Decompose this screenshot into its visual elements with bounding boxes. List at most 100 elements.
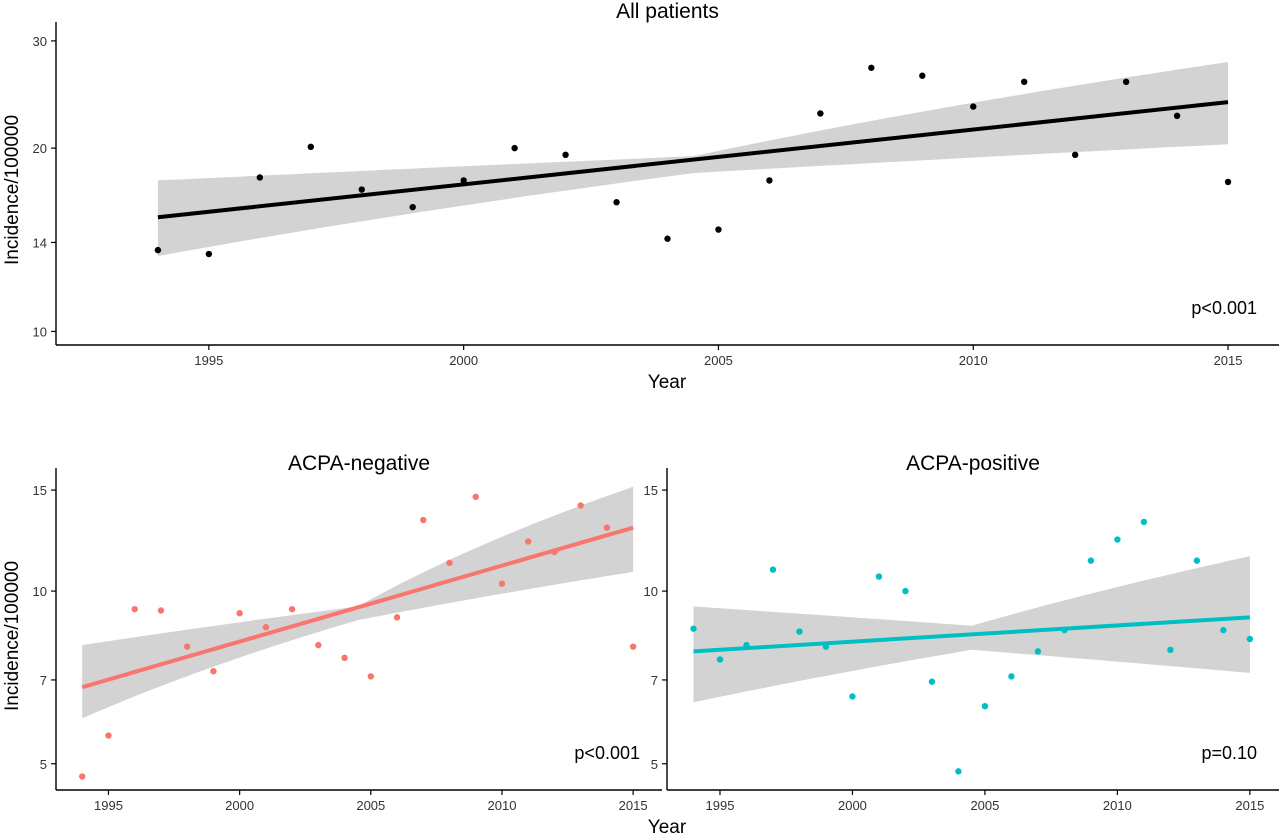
- y-tick-label: 10: [33, 324, 47, 339]
- panel-title: ACPA-positive: [906, 452, 1040, 475]
- data-point: [446, 559, 453, 567]
- p-value-annotation: p<0.001: [1191, 298, 1257, 318]
- data-point: [769, 566, 777, 573]
- data-point: [511, 144, 518, 152]
- data-point: [460, 177, 467, 184]
- data-point: [472, 493, 479, 501]
- data-point: [1061, 626, 1068, 634]
- confidence-band: [82, 486, 634, 719]
- x-tick-label: 1995: [194, 353, 223, 368]
- x-tick-label: 2010: [488, 798, 517, 813]
- data-point: [551, 548, 558, 556]
- x-tick-label: 2000: [449, 353, 478, 368]
- data-point: [1246, 635, 1254, 643]
- data-point: [796, 628, 803, 635]
- data-point: [875, 573, 883, 580]
- y-tick-label: 14: [33, 235, 47, 250]
- data-point: [1021, 78, 1028, 86]
- x-tick-label: 1995: [94, 798, 123, 813]
- x-tick-label: 2005: [704, 353, 733, 368]
- data-point: [210, 667, 217, 675]
- data-point: [393, 614, 401, 621]
- data-point: [315, 641, 322, 649]
- data-point: [577, 502, 584, 509]
- data-point: [1034, 648, 1042, 655]
- y-tick-label: 5: [651, 757, 658, 772]
- data-point: [256, 174, 264, 181]
- data-point: [1224, 178, 1232, 186]
- data-point: [183, 643, 191, 650]
- data-point: [981, 702, 989, 710]
- data-point: [1087, 557, 1095, 564]
- bottom-y-axis-title: Incidence/100000: [2, 561, 23, 711]
- data-point: [409, 203, 416, 211]
- x-tick-label: 1995: [706, 798, 735, 813]
- p-value-annotation: p=0.10: [1201, 743, 1257, 763]
- trend-line: [693, 615, 1250, 654]
- y-tick-label: 30: [33, 34, 47, 49]
- data-point: [262, 624, 270, 631]
- top-x-axis-title: Year: [648, 372, 687, 393]
- data-point: [1167, 646, 1174, 654]
- data-point: [131, 605, 138, 613]
- x-tick-label: 2005: [970, 798, 999, 813]
- data-point: [341, 654, 348, 662]
- x-tick-label: 2005: [356, 798, 385, 813]
- data-point: [288, 605, 296, 613]
- trend-line: [157, 100, 1229, 220]
- data-point: [1114, 536, 1121, 543]
- data-point: [715, 226, 722, 233]
- data-point: [236, 610, 243, 617]
- data-point: [629, 643, 637, 650]
- data-point: [1220, 626, 1227, 634]
- data-point: [358, 186, 365, 193]
- data-point: [1071, 151, 1079, 159]
- data-point: [955, 768, 962, 775]
- data-point: [79, 773, 86, 780]
- data-point: [613, 199, 620, 206]
- chart-panel-3: 5 7 10 15 1995 2000 2005 2010 2015 ACPA-positive p…: [644, 452, 1279, 813]
- data-point: [1140, 518, 1148, 526]
- trend-line: [81, 525, 634, 690]
- y-tick-label: 10: [33, 584, 47, 599]
- data-point: [157, 607, 165, 614]
- y-tick-label: 15: [33, 483, 47, 498]
- data-point: [1193, 557, 1201, 564]
- data-point: [205, 250, 213, 258]
- data-point: [498, 580, 506, 587]
- chart-panel-1: 10 14 20 30 1995 2000 2005 2010 2015 All patients…: [33, 0, 1279, 368]
- data-point: [766, 177, 773, 184]
- data-point: [822, 643, 830, 650]
- data-point: [716, 656, 724, 663]
- top-y-axis-title: Incidence/100000: [2, 115, 23, 265]
- data-point: [690, 625, 697, 632]
- data-point: [817, 110, 824, 117]
- y-tick-label: 15: [644, 483, 658, 498]
- y-tick-label: 7: [651, 673, 658, 688]
- bottom-x-axis-title: Year: [648, 817, 687, 836]
- x-tick-label: 2000: [838, 798, 867, 813]
- y-tick-label: 10: [644, 584, 658, 599]
- data-point: [1008, 673, 1015, 680]
- x-tick-label: 2000: [225, 798, 254, 813]
- x-tick-label: 2015: [1235, 798, 1264, 813]
- data-point: [1122, 78, 1130, 86]
- panel-title: ACPA-negative: [288, 452, 430, 475]
- x-tick-label: 2010: [1103, 798, 1132, 813]
- data-point: [367, 673, 375, 680]
- data-point: [105, 732, 112, 739]
- y-tick-label: 5: [40, 757, 47, 772]
- data-point: [868, 64, 875, 71]
- panel-title: All patients: [616, 0, 719, 23]
- data-point: [307, 143, 314, 151]
- data-point: [919, 72, 926, 79]
- x-tick-label: 2015: [619, 798, 648, 813]
- x-tick-label: 2015: [1214, 353, 1243, 368]
- data-point: [603, 524, 611, 531]
- data-point: [525, 538, 532, 545]
- data-point: [902, 587, 909, 595]
- data-point: [970, 103, 977, 110]
- data-point: [849, 693, 856, 700]
- p-value-annotation: p<0.001: [574, 743, 640, 763]
